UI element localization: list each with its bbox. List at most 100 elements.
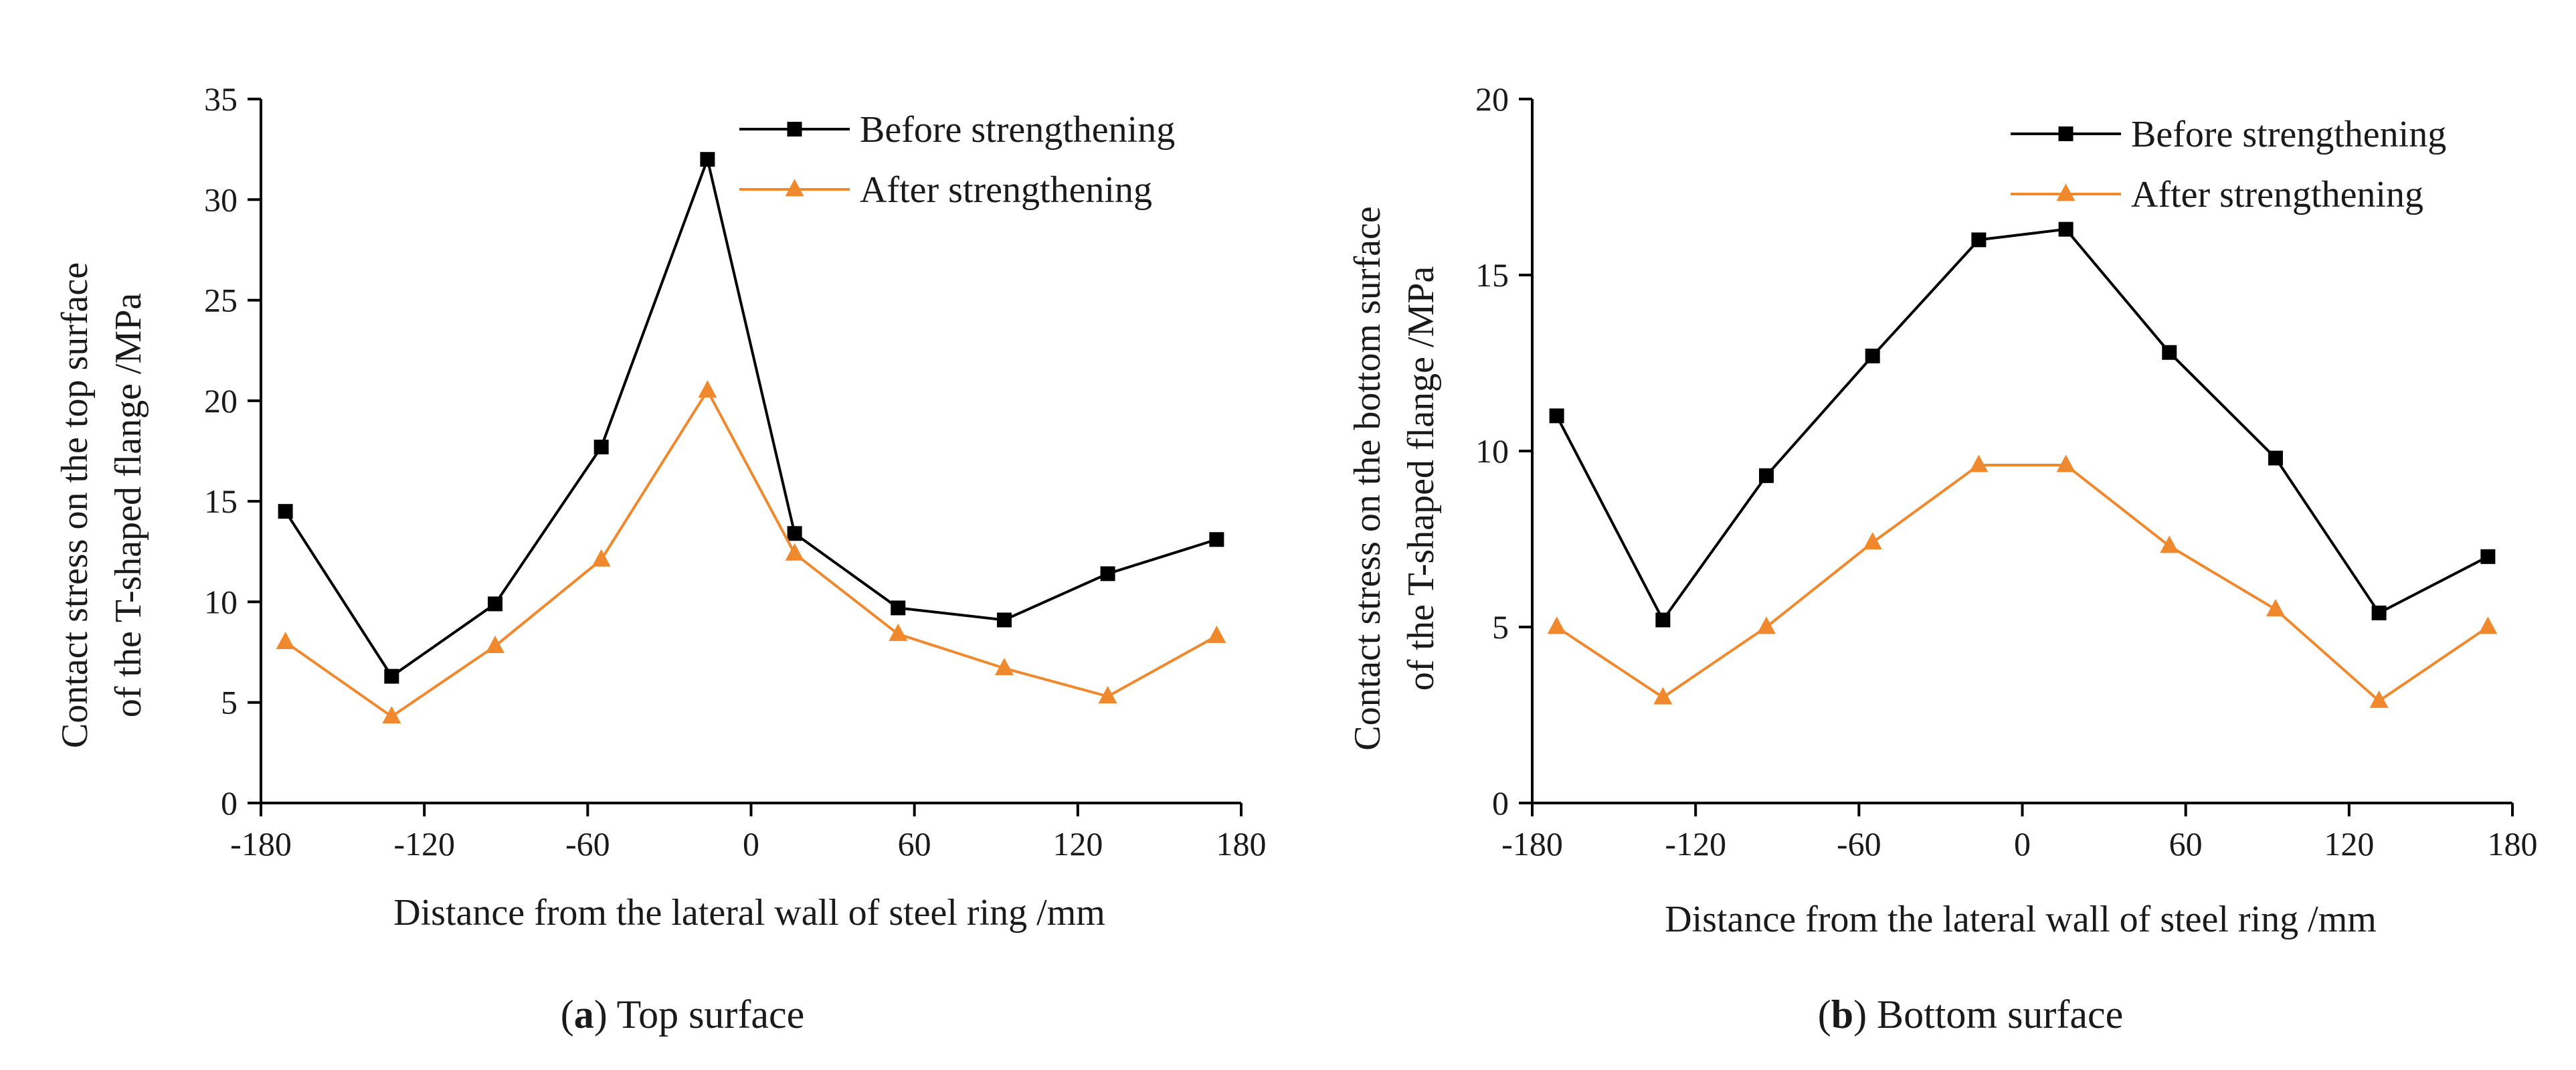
panel-b-xlabel: Distance from the lateral wall of steel … — [1665, 899, 2377, 940]
panel-b-series-before-line — [1555, 228, 2489, 623]
panel-b-series-before-point — [1549, 408, 1564, 424]
panel-a-series-after-point — [591, 549, 611, 567]
panel-b-y-tick-label: 10 — [1475, 432, 1509, 470]
panel-a-series-after-point — [1207, 625, 1226, 643]
panel-b-legend-before-label: Before strengthening — [2131, 114, 2446, 155]
panel-a-x-tick-label: 60 — [898, 825, 931, 863]
panel-b-series-after-point — [1653, 687, 1673, 705]
panel-a-series-after-point — [698, 380, 717, 398]
panel-b-x-tick-label: 60 — [2169, 825, 2203, 863]
panel-a-series-before-point — [278, 504, 293, 519]
panel-a-caption-open-paren: ( — [561, 992, 574, 1037]
panel-b-caption-text: Bottom surface — [1877, 992, 2123, 1037]
panel-b-ylabel-line2: of the T-shaped flange /MPa — [1400, 266, 1442, 691]
panel-b-x-tick-label: 0 — [2014, 825, 2031, 863]
panel-b-series-after-point — [2266, 599, 2285, 617]
panel-a-x-tick-label: 120 — [1052, 825, 1103, 863]
panel-b-x-tick-label: -120 — [1665, 825, 1726, 863]
panel-b-x-tick-label: 120 — [2324, 825, 2374, 863]
panel-b-series-before-point — [1655, 612, 1671, 628]
panel-b-series-after-point — [2056, 454, 2076, 472]
panel-a-series-before-point — [593, 439, 609, 454]
panel-a-series-after-point — [889, 623, 908, 641]
panel-a-ylabel-line2: of the T-shaped flange /MPa — [108, 293, 149, 718]
panel-a-x-tick-label: 180 — [1216, 825, 1267, 863]
panel-a-caption-close-paren: ) — [594, 992, 617, 1037]
panel-a-legend-after-marker — [785, 179, 804, 197]
panel-a-series-before-point — [787, 526, 802, 541]
panel-a-series-after-point — [994, 658, 1014, 676]
panel-b-series-after-line — [1556, 464, 2489, 703]
panel-a-series-after-line — [284, 387, 1218, 719]
panel-a-series-before-line — [284, 155, 1217, 679]
panel-b-caption-letter: b — [1831, 992, 1853, 1037]
panel-b-y-tick-label: 0 — [1492, 784, 1509, 822]
panel-a-series-after-point — [485, 635, 504, 653]
panel-a-series-after-point — [785, 543, 804, 561]
panel-b-x-tick-label: -60 — [1837, 825, 1881, 863]
panel-b-series-before-point — [2480, 549, 2496, 564]
panel-b-legend-after-label: After strengthening — [2131, 174, 2423, 215]
panel-a-caption-text: Top surface — [617, 992, 805, 1037]
panel-a-x-tick-label: -60 — [565, 825, 610, 863]
panel-a-y-tick-label: 15 — [204, 482, 238, 520]
panel-a-x-tick-label: -180 — [230, 825, 292, 863]
panel-a-top-surface: -180 -120 -60 0 60 120 180 0 5 10 15 20 25 30 35 Before… — [54, 80, 1267, 1037]
panel-a-y-axis-title: Contact stress on the top surface of the… — [54, 262, 149, 748]
panel-b-x-tick-label: -180 — [1501, 825, 1563, 863]
panel-b-series-after-point — [2478, 616, 2498, 634]
panel-a-series-after-point — [276, 631, 295, 649]
panel-b-y-axis-title: Contact stress on the bottom surface of … — [1347, 206, 1442, 750]
panel-b-series-before-point — [1865, 348, 1880, 363]
panel-a-series-before-point — [700, 152, 715, 167]
panel-b-caption-close-paren: ) — [1853, 992, 1877, 1037]
panel-b-series-before-point — [2162, 345, 2177, 360]
panel-a-ylabel-line1: Contact stress on the top surface — [54, 262, 96, 748]
panel-b-series-after-point — [2369, 690, 2389, 708]
panel-b-series-after-point — [1863, 532, 1882, 550]
panel-a-series-before-point — [891, 600, 906, 616]
panel-b-plot: -180 -120 -60 0 60 120 180 0 5 10 15 20 Before stren… — [1475, 80, 2538, 863]
panel-b-y-tick-label: 15 — [1475, 256, 1509, 294]
panel-b-y-tick-label: 5 — [1492, 608, 1509, 646]
panel-b-legend-before-marker — [2058, 126, 2074, 141]
panel-a-series-before-point — [1209, 532, 1224, 547]
panel-a-series-before-point — [384, 668, 399, 684]
panel-a-series-before-point — [996, 612, 1012, 628]
panel-a-y-tick-label: 20 — [204, 382, 238, 420]
panel-a-y-tick-label: 5 — [221, 684, 238, 721]
panel-b-x-tick-label: 180 — [2488, 825, 2538, 863]
panel-a-y-tick-label: 25 — [204, 282, 238, 319]
panel-a-plot: -180 -120 -60 0 60 120 180 0 5 10 15 20 25 30 35 Before… — [204, 80, 1267, 863]
panel-a-caption: (a) Top surface — [561, 992, 805, 1037]
panel-b-bottom-surface: -180 -120 -60 0 60 120 180 0 5 10 15 20 Before stren… — [1347, 80, 2538, 1037]
panel-a-legend-after-label: After strengthening — [860, 169, 1152, 211]
panel-a-series-after-point — [1098, 686, 1117, 704]
panel-a-series-after-point — [382, 706, 401, 724]
panel-b-legend-after-marker — [2056, 183, 2076, 201]
panel-b-caption: (b) Bottom surface — [1818, 992, 2124, 1037]
panel-a-caption-letter: a — [574, 992, 594, 1037]
panel-b-series-after-point — [1756, 616, 1776, 634]
panel-a-x-tick-label: -120 — [393, 825, 455, 863]
panel-a-legend-before-marker — [787, 122, 802, 137]
panel-b-series-before-point — [2371, 605, 2387, 620]
panel-a-series-before-point — [1100, 566, 1115, 582]
panel-a-y-tick-label: 35 — [204, 80, 238, 118]
panel-b-series-before-point — [1971, 232, 1987, 248]
panel-a-legend-before-label: Before strengthening — [860, 109, 1175, 151]
panel-b-caption-open-paren: ( — [1818, 992, 1831, 1037]
panel-a-xlabel: Distance from the lateral wall of steel … — [393, 892, 1105, 933]
panel-a-series-before-point — [487, 596, 502, 612]
panel-b-series-after-point — [2160, 535, 2179, 553]
panel-b-series-after-point — [1547, 616, 1566, 634]
panel-b-series-before-point — [2268, 450, 2283, 466]
panel-a-y-tick-label: 30 — [204, 181, 238, 218]
panel-b-series-before-point — [1758, 468, 1774, 483]
panel-b-ylabel-line1: Contact stress on the bottom surface — [1347, 206, 1388, 750]
panel-a-x-tick-label: 0 — [743, 825, 759, 863]
panel-a-y-tick-label: 0 — [221, 784, 238, 822]
panel-a-y-tick-label: 10 — [204, 583, 238, 620]
